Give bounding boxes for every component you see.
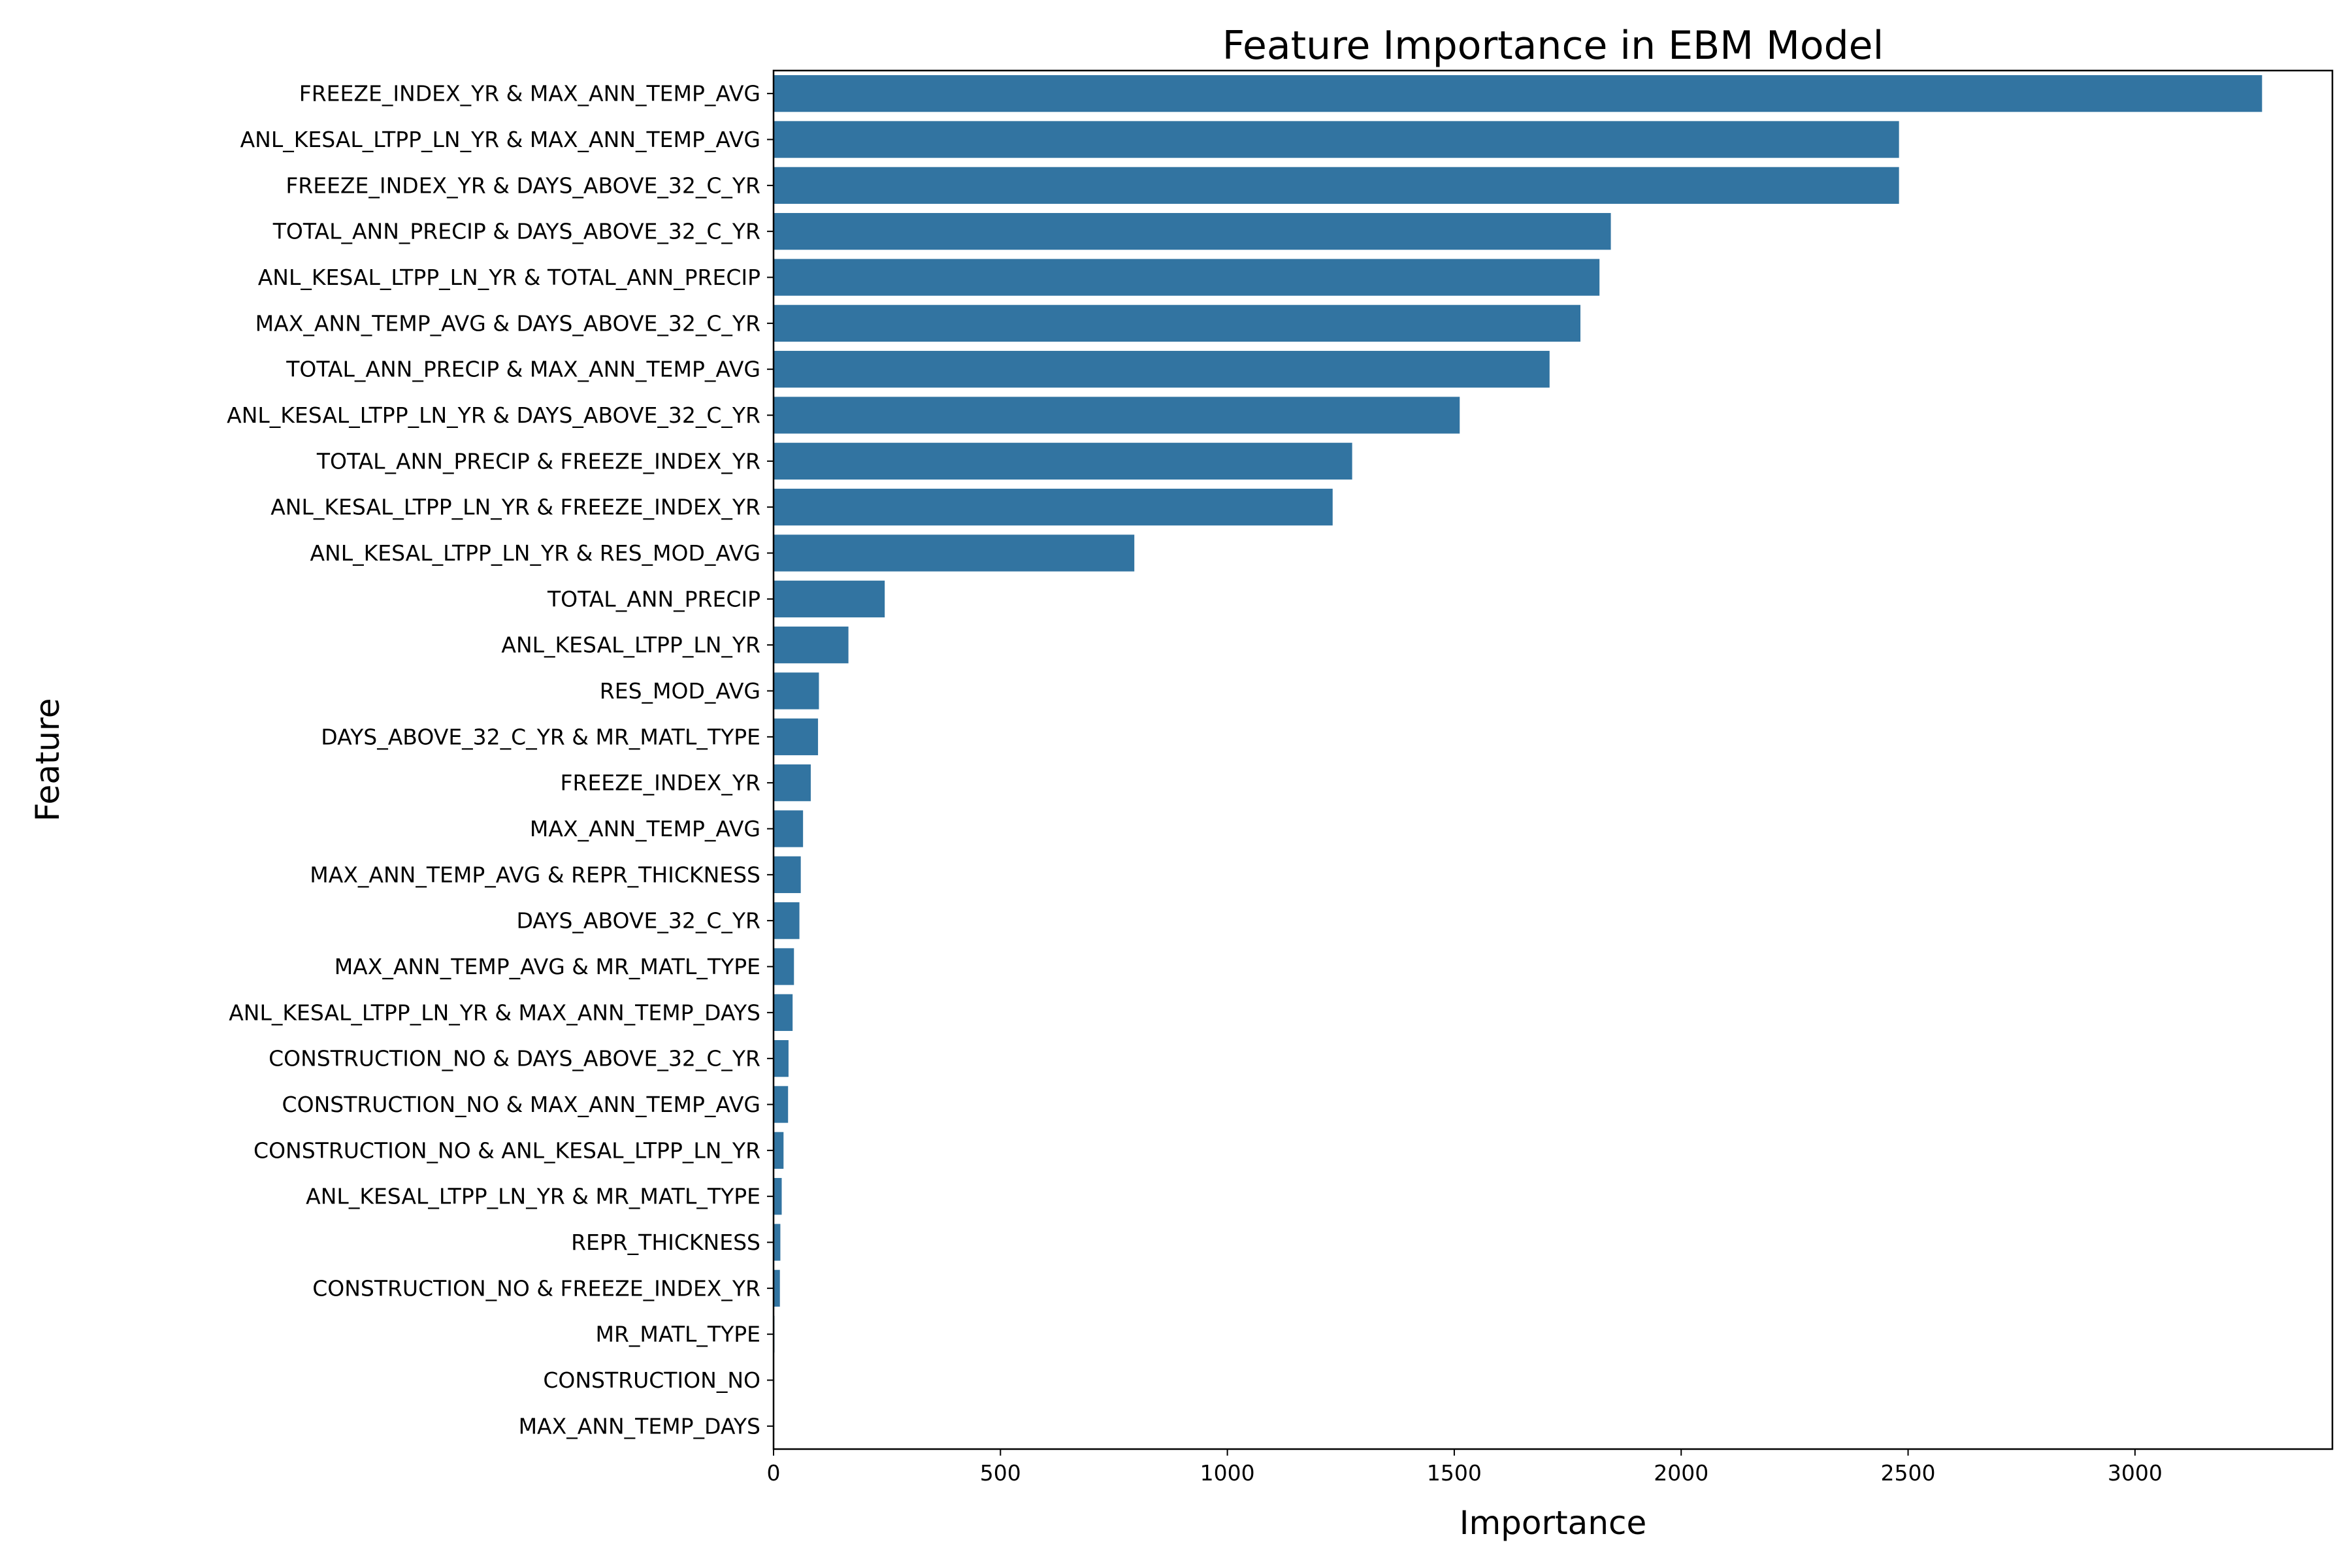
- bar: [774, 397, 1460, 434]
- x-axis-label: Importance: [1460, 1504, 1647, 1542]
- bar: [774, 948, 794, 985]
- x-tick-label: 1000: [1200, 1460, 1255, 1486]
- category-label: ANL_KESAL_LTPP_LN_YR & DAYS_ABOVE_32_C_Y…: [227, 402, 760, 428]
- category-label: ANL_KESAL_LTPP_LN_YR & MR_MATL_TYPE: [306, 1184, 760, 1209]
- category-label: MAX_ANN_TEMP_AVG & MR_MATL_TYPE: [335, 954, 760, 979]
- x-tick-label: 2500: [1881, 1460, 1936, 1486]
- category-label: TOTAL_ANN_PRECIP: [547, 586, 760, 612]
- y-axis-label: Feature: [29, 698, 67, 822]
- category-label: CONSTRUCTION_NO & DAYS_ABOVE_32_C_YR: [269, 1046, 760, 1071]
- bars-group: [774, 75, 2262, 1445]
- category-label: CONSTRUCTION_NO: [543, 1367, 760, 1393]
- x-tick-label: 2000: [1654, 1460, 1708, 1486]
- category-label: ANL_KESAL_LTPP_LN_YR & TOTAL_ANN_PRECIP: [258, 265, 760, 290]
- category-label: FREEZE_INDEX_YR & MAX_ANN_TEMP_AVG: [299, 81, 760, 106]
- x-tick-label: 0: [767, 1460, 781, 1486]
- category-label: ANL_KESAL_LTPP_LN_YR & RES_MOD_AVG: [310, 540, 760, 566]
- bar: [774, 167, 1899, 204]
- bar: [774, 580, 885, 617]
- bar: [774, 1269, 780, 1307]
- bar: [774, 672, 819, 710]
- x-tick-label: 500: [980, 1460, 1021, 1486]
- category-label: MR_MATL_TYPE: [596, 1322, 761, 1347]
- category-label: RES_MOD_AVG: [600, 678, 760, 704]
- category-label: TOTAL_ANN_PRECIP & FREEZE_INDEX_YR: [316, 448, 760, 474]
- category-label: MAX_ANN_TEMP_AVG & DAYS_ABOVE_32_C_YR: [255, 310, 760, 336]
- bar: [774, 902, 800, 939]
- bar: [774, 718, 819, 755]
- category-label: ANL_KESAL_LTPP_LN_YR: [501, 632, 760, 658]
- bar: [774, 75, 2262, 112]
- bar: [774, 259, 1600, 296]
- category-label: CONSTRUCTION_NO & MAX_ANN_TEMP_AVG: [282, 1092, 760, 1117]
- category-label: MAX_ANN_TEMP_AVG & REPR_THICKNESS: [310, 862, 760, 887]
- category-label: FREEZE_INDEX_YR: [561, 770, 760, 796]
- plot-frame: [772, 69, 2334, 1450]
- x-tick-label: 1500: [1427, 1460, 1482, 1486]
- bar: [774, 994, 793, 1031]
- category-label: REPR_THICKNESS: [571, 1230, 760, 1255]
- category-label: DAYS_ABOVE_32_C_YR: [516, 908, 760, 934]
- bar: [774, 1040, 789, 1077]
- bar: [774, 1132, 784, 1169]
- category-label: TOTAL_ANN_PRECIP & DAYS_ABOVE_32_C_YR: [272, 219, 760, 244]
- x-tick-label: 3000: [2108, 1460, 2163, 1486]
- bar: [774, 304, 1581, 342]
- bar: [774, 1178, 782, 1215]
- category-labels-group: FREEZE_INDEX_YR & MAX_ANN_TEMP_AVG ANL_KE…: [227, 81, 774, 1439]
- bar: [774, 856, 801, 893]
- category-label: DAYS_ABOVE_32_C_YR & MR_MATL_TYPE: [321, 724, 760, 749]
- category-label: CONSTRUCTION_NO & FREEZE_INDEX_YR: [312, 1275, 760, 1301]
- category-label: MAX_ANN_TEMP_DAYS: [519, 1413, 760, 1439]
- bar: [774, 1224, 781, 1261]
- category-label: CONSTRUCTION_NO & ANL_KESAL_LTPP_LN_YR: [253, 1137, 760, 1163]
- bar: [774, 627, 849, 664]
- category-label: ANL_KESAL_LTPP_LN_YR & MAX_ANN_TEMP_AVG: [240, 127, 760, 152]
- bar: [774, 442, 1352, 480]
- bar: [774, 1086, 789, 1123]
- category-label: FREEZE_INDEX_YR & DAYS_ABOVE_32_C_YR: [286, 172, 760, 198]
- bar: [774, 764, 811, 802]
- chart-title: Feature Importance in EBM Model: [1222, 23, 1884, 69]
- category-label: MAX_ANN_TEMP_AVG: [530, 816, 760, 841]
- bar: [774, 489, 1333, 526]
- bar: [774, 213, 1611, 250]
- x-ticks-group: 0 500 1000 1500 2000 2500 3000: [767, 1449, 2163, 1486]
- category-label: ANL_KESAL_LTPP_LN_YR & FREEZE_INDEX_YR: [270, 495, 760, 520]
- bar: [774, 534, 1135, 572]
- category-label: TOTAL_ANN_PRECIP & MAX_ANN_TEMP_AVG: [286, 357, 760, 382]
- bar: [774, 810, 804, 847]
- bar: [774, 121, 1899, 158]
- bar: [774, 351, 1550, 388]
- category-label: ANL_KESAL_LTPP_LN_YR & MAX_ANN_TEMP_DAYS: [229, 1000, 760, 1025]
